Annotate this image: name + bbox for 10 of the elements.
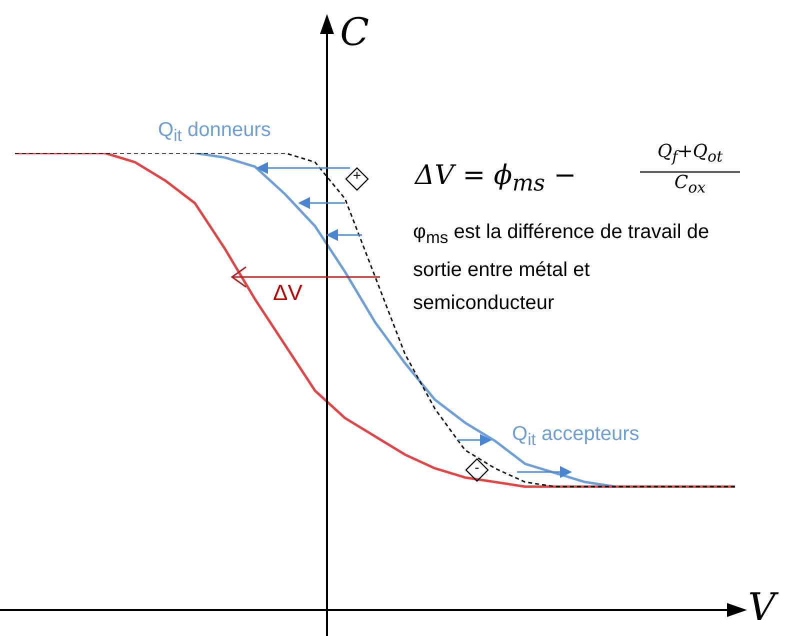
- annotation: φ$_{ms}$ est la différence de travail de sortie entre métal et semiconducteur: [413, 220, 710, 316]
- annotation: -: [474, 459, 480, 475]
- y-axis-title: C: [340, 10, 370, 54]
- text: Q$_{it}$ donneurs: [158, 119, 271, 145]
- annotation: ΔV = ϕ$_{ms}$ −: [415, 160, 576, 196]
- annotation: Q$_{it}$ accepteurs: [512, 423, 640, 449]
- annotation: ΔV: [273, 280, 302, 305]
- annotation: +: [352, 167, 362, 183]
- annotation: C$_{ox}$: [673, 172, 707, 197]
- annotation: Q$_{f}$+Q$_{ot}$: [656, 141, 724, 166]
